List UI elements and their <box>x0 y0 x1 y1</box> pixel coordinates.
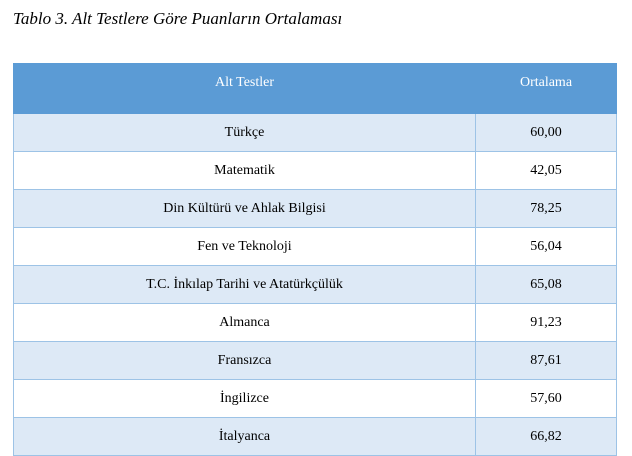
table-header-row: Alt Testler Ortalama <box>13 63 617 114</box>
table-row: Fen ve Teknoloji 56,04 <box>13 227 617 266</box>
table-caption: Tablo 3. Alt Testlere Göre Puanların Ort… <box>13 9 343 28</box>
subtest-average: 91,23 <box>475 303 617 342</box>
subtest-name: Fransızca <box>13 341 476 380</box>
scores-table: Alt Testler Ortalama Türkçe 60,00 Matema… <box>13 63 617 456</box>
subtest-average: 56,04 <box>475 227 617 266</box>
subtest-average: 60,00 <box>475 113 617 152</box>
table-row: T.C. İnkılap Tarihi ve Atatürkçülük 65,0… <box>13 265 617 304</box>
table-row: Fransızca 87,61 <box>13 341 617 380</box>
subtest-average: 78,25 <box>475 189 617 228</box>
table-row: İngilizce 57,60 <box>13 379 617 418</box>
subtest-name: İtalyanca <box>13 417 476 456</box>
subtest-average: 87,61 <box>475 341 617 380</box>
subtest-average: 66,82 <box>475 417 617 456</box>
table-row: Matematik 42,05 <box>13 151 617 190</box>
subtest-average: 42,05 <box>475 151 617 190</box>
table-row: İtalyanca 66,82 <box>13 417 617 456</box>
subtest-name: Matematik <box>13 151 476 190</box>
header-alt-testler: Alt Testler <box>13 63 476 114</box>
table-row: Almanca 91,23 <box>13 303 617 342</box>
table-row: Türkçe 60,00 <box>13 113 617 152</box>
header-ortalama: Ortalama <box>475 63 617 114</box>
subtest-name: Almanca <box>13 303 476 342</box>
table-row: Din Kültürü ve Ahlak Bilgisi 78,25 <box>13 189 617 228</box>
subtest-name: Fen ve Teknoloji <box>13 227 476 266</box>
subtest-name: T.C. İnkılap Tarihi ve Atatürkçülük <box>13 265 476 304</box>
subtest-name: Türkçe <box>13 113 476 152</box>
subtest-name: Din Kültürü ve Ahlak Bilgisi <box>13 189 476 228</box>
subtest-average: 65,08 <box>475 265 617 304</box>
subtest-average: 57,60 <box>475 379 617 418</box>
subtest-name: İngilizce <box>13 379 476 418</box>
